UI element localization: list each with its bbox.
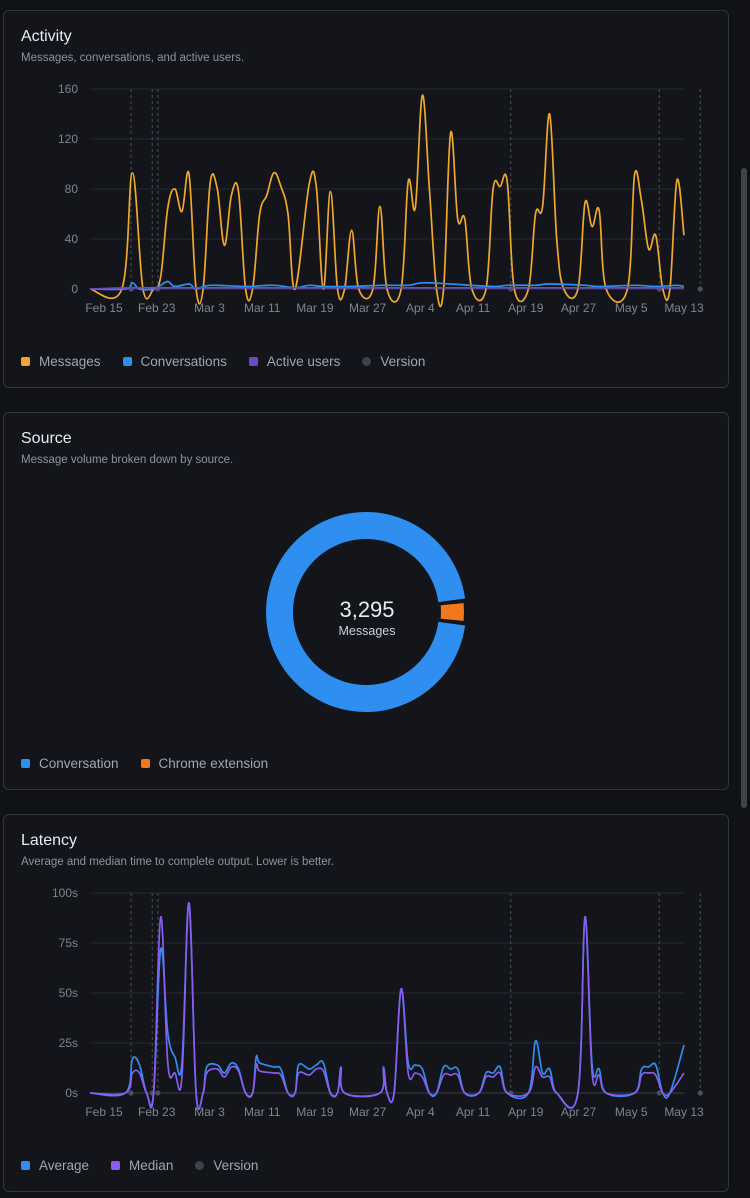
y-tick-label: 80 (65, 182, 79, 196)
x-tick-label: Feb 23 (138, 301, 176, 315)
x-tick-label: Mar 27 (349, 301, 387, 315)
source-legend: Conversation Chrome extension (21, 756, 290, 771)
x-tick-label: Apr 27 (561, 1105, 597, 1119)
activity-chart[interactable]: 0 40 80 120 160 Feb 15 Feb 23 Mar 3 Mar 11 Mar 19… (4, 11, 728, 331)
source-title: Source (21, 430, 72, 447)
legend-label: Conversations (140, 354, 227, 369)
legend-label: Median (129, 1158, 174, 1173)
version-marker-dot (155, 1090, 161, 1096)
activity-card: Activity Messages, conversations, and ac… (3, 10, 729, 388)
series-line-messages (89, 94, 685, 308)
x-tick-label: Mar 19 (296, 1105, 334, 1119)
x-tick-label: Apr 19 (508, 301, 544, 315)
source-subtitle: Message volume broken down by source. (21, 454, 234, 466)
legend-label: Average (39, 1158, 90, 1173)
x-tick-label: May 13 (664, 1105, 704, 1119)
version-dot-icon (195, 1161, 205, 1170)
x-tick-label: Feb 23 (138, 1105, 176, 1119)
x-tick-label: Apr 4 (406, 301, 435, 315)
conversation-swatch (21, 759, 30, 768)
source-card: Source Message volume broken down by sou… (3, 412, 729, 790)
latency-legend: Average Median Version (21, 1158, 280, 1173)
y-tick-label: 160 (58, 82, 78, 96)
legend-item-median[interactable]: Median (111, 1158, 173, 1173)
x-tick-label: Mar 3 (194, 1105, 225, 1119)
y-tick-label: 0s (65, 1086, 78, 1100)
series-line-median (89, 902, 685, 1110)
median-swatch (111, 1161, 121, 1170)
x-tick-label: Mar 27 (349, 1105, 387, 1119)
version-marker-dot (128, 1090, 134, 1096)
donut-center: 3,295 Messages (267, 597, 467, 638)
legend-item-active-users[interactable]: Active users (248, 354, 341, 369)
series-line-conversations (89, 280, 685, 291)
y-tick-label: 25s (59, 1036, 78, 1050)
y-tick-label: 75s (59, 936, 78, 950)
conversations-swatch (122, 357, 132, 366)
y-tick-label: 40 (65, 232, 79, 246)
x-tick-label: Mar 3 (194, 301, 225, 315)
legend-item-version[interactable]: Version (362, 354, 425, 369)
legend-label: Conversation (39, 756, 119, 771)
x-tick-label: Mar 11 (244, 301, 281, 315)
legend-label: Version (213, 1158, 259, 1173)
version-dot-icon (362, 357, 372, 366)
donut-total-label: Messages (338, 624, 396, 638)
active-users-swatch (248, 357, 258, 366)
y-tick-label: 0 (71, 282, 78, 296)
x-tick-label: May 5 (615, 301, 648, 315)
series-line-active-users (89, 286, 684, 290)
x-tick-label: Apr 27 (561, 301, 597, 315)
latency-card: Latency Average and median time to compl… (3, 814, 729, 1192)
source-donut-chart[interactable] (4, 413, 728, 733)
x-tick-label: Apr 4 (406, 1105, 435, 1119)
x-tick-label: Feb 15 (85, 301, 123, 315)
donut-slice-chrome-extension (440, 603, 464, 621)
y-tick-label: 100s (52, 886, 78, 900)
legend-item-average[interactable]: Average (21, 1158, 89, 1173)
page-scrollbar[interactable] (741, 168, 747, 808)
x-tick-label: Mar 11 (244, 1105, 281, 1119)
activity-subtitle: Messages, conversations, and active user… (21, 52, 245, 64)
legend-label: Messages (39, 354, 101, 369)
legend-label: Version (380, 354, 426, 369)
activity-title: Activity (21, 28, 72, 45)
x-tick-label: Apr 11 (456, 1105, 491, 1119)
latency-chart[interactable]: 0s 25s 50s 75s 100s Feb 15 Feb 23 Mar 3 Mar 11 Ma… (4, 815, 728, 1135)
version-marker-dot (697, 286, 703, 292)
x-tick-label: Mar 19 (296, 301, 334, 315)
activity-legend: Messages Conversations Active users Vers… (21, 354, 447, 369)
x-tick-label: Feb 15 (85, 1105, 123, 1119)
legend-item-version[interactable]: Version (195, 1158, 258, 1173)
average-swatch (21, 1161, 30, 1170)
legend-item-conversations[interactable]: Conversations (122, 354, 227, 369)
x-tick-label: May 13 (664, 301, 704, 315)
chrome-extension-swatch (140, 759, 150, 768)
legend-label: Active users (266, 354, 341, 369)
legend-item-conversation[interactable]: Conversation (21, 756, 119, 771)
legend-label: Chrome extension (158, 756, 269, 771)
latency-title: Latency (21, 832, 78, 849)
x-tick-label: Apr 11 (456, 301, 491, 315)
legend-item-chrome-extension[interactable]: Chrome extension (140, 756, 269, 771)
legend-item-messages[interactable]: Messages (21, 354, 101, 369)
donut-total-value: 3,295 (339, 597, 395, 622)
x-tick-label: Apr 19 (508, 1105, 544, 1119)
version-marker-dot (656, 1090, 662, 1096)
messages-swatch (21, 357, 30, 366)
y-tick-label: 50s (59, 986, 78, 1000)
y-tick-label: 120 (58, 132, 78, 146)
x-tick-label: May 5 (615, 1105, 648, 1119)
series-line-average (89, 902, 685, 1111)
latency-subtitle: Average and median time to complete outp… (21, 856, 335, 868)
version-marker-dot (697, 1090, 703, 1096)
